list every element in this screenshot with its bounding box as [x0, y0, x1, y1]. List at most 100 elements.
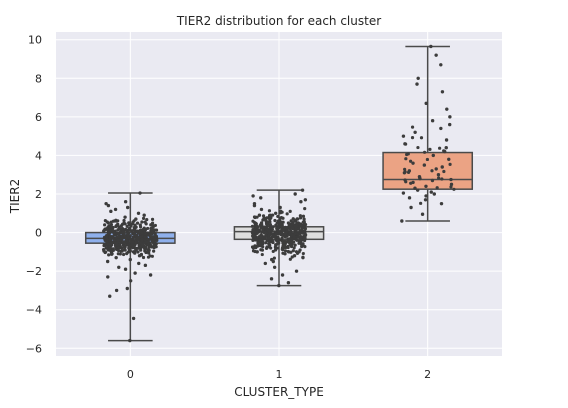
data-point	[292, 246, 296, 250]
data-point	[440, 177, 444, 181]
data-point	[270, 257, 274, 262]
data-point	[123, 200, 128, 204]
data-point	[117, 245, 121, 250]
data-point	[128, 338, 132, 343]
data-point	[113, 207, 118, 212]
y-tick-label: 8	[35, 72, 42, 85]
data-point	[299, 216, 303, 220]
data-point	[146, 242, 150, 246]
data-point	[439, 126, 443, 131]
data-point	[272, 256, 276, 260]
data-point	[290, 255, 294, 259]
data-point	[271, 249, 275, 254]
data-point	[293, 243, 297, 247]
data-point	[295, 238, 299, 242]
data-point	[271, 213, 275, 217]
y-tick-label: 0	[35, 227, 42, 240]
data-point	[134, 233, 138, 237]
data-point	[277, 283, 281, 288]
data-point	[295, 221, 299, 226]
data-point	[404, 142, 408, 146]
data-point	[270, 227, 274, 231]
data-point	[152, 249, 156, 253]
data-point	[295, 217, 299, 221]
data-point	[123, 234, 127, 238]
data-point	[143, 235, 148, 239]
data-point	[276, 238, 280, 242]
data-point	[140, 220, 144, 224]
data-point	[278, 205, 282, 210]
data-point	[148, 232, 152, 236]
data-point	[283, 234, 287, 238]
data-point	[409, 205, 413, 210]
data-point	[152, 230, 156, 234]
data-point	[438, 146, 442, 150]
y-tick-label: 4	[35, 149, 42, 162]
data-point	[302, 217, 306, 221]
data-point	[103, 250, 108, 254]
data-point	[436, 173, 441, 177]
data-point	[434, 167, 438, 171]
data-point	[258, 238, 262, 242]
x-axis-label: CLUSTER_TYPE	[234, 385, 324, 399]
data-point	[263, 230, 267, 234]
data-point	[276, 214, 280, 219]
data-point	[409, 159, 413, 163]
data-point	[144, 246, 148, 250]
data-point	[429, 44, 433, 49]
data-point	[150, 221, 155, 225]
data-point	[138, 225, 143, 229]
data-point	[145, 218, 149, 222]
data-point	[303, 207, 307, 211]
data-point	[253, 244, 257, 248]
data-point	[276, 226, 281, 230]
data-point	[105, 259, 110, 264]
data-point	[154, 245, 158, 249]
data-point	[142, 213, 146, 217]
data-point	[135, 221, 140, 225]
data-point	[263, 261, 268, 266]
data-point	[290, 240, 295, 244]
data-point	[424, 194, 428, 198]
data-point	[264, 219, 268, 223]
data-point	[134, 241, 138, 245]
data-point	[299, 224, 303, 228]
data-point	[141, 216, 146, 220]
data-point	[301, 251, 305, 256]
data-point	[109, 209, 113, 214]
data-point	[123, 267, 128, 271]
data-point	[301, 255, 305, 259]
data-point	[272, 265, 277, 269]
data-point	[147, 251, 151, 255]
data-point	[109, 252, 114, 256]
data-point	[444, 138, 449, 142]
data-point	[114, 247, 119, 251]
data-point	[419, 201, 423, 205]
data-point	[265, 223, 269, 228]
data-point	[434, 53, 438, 57]
data-point	[140, 245, 144, 249]
data-point	[136, 231, 141, 235]
data-point	[103, 223, 107, 227]
data-point	[284, 231, 288, 235]
data-point	[279, 220, 284, 224]
data-point	[290, 224, 294, 228]
data-point	[138, 228, 142, 232]
data-point	[273, 218, 277, 223]
data-point	[133, 271, 137, 275]
data-point	[437, 176, 441, 180]
data-point	[303, 236, 307, 240]
data-point	[430, 119, 435, 123]
y-tick-label: −4	[26, 304, 42, 317]
data-point	[112, 231, 116, 235]
data-point	[448, 115, 452, 119]
data-point	[268, 225, 272, 229]
data-point	[108, 248, 113, 253]
data-point	[401, 134, 406, 138]
data-point	[251, 219, 255, 223]
data-point	[251, 234, 255, 238]
data-point	[288, 209, 292, 213]
data-point	[118, 252, 122, 256]
data-point	[440, 165, 444, 169]
data-point	[281, 251, 285, 255]
